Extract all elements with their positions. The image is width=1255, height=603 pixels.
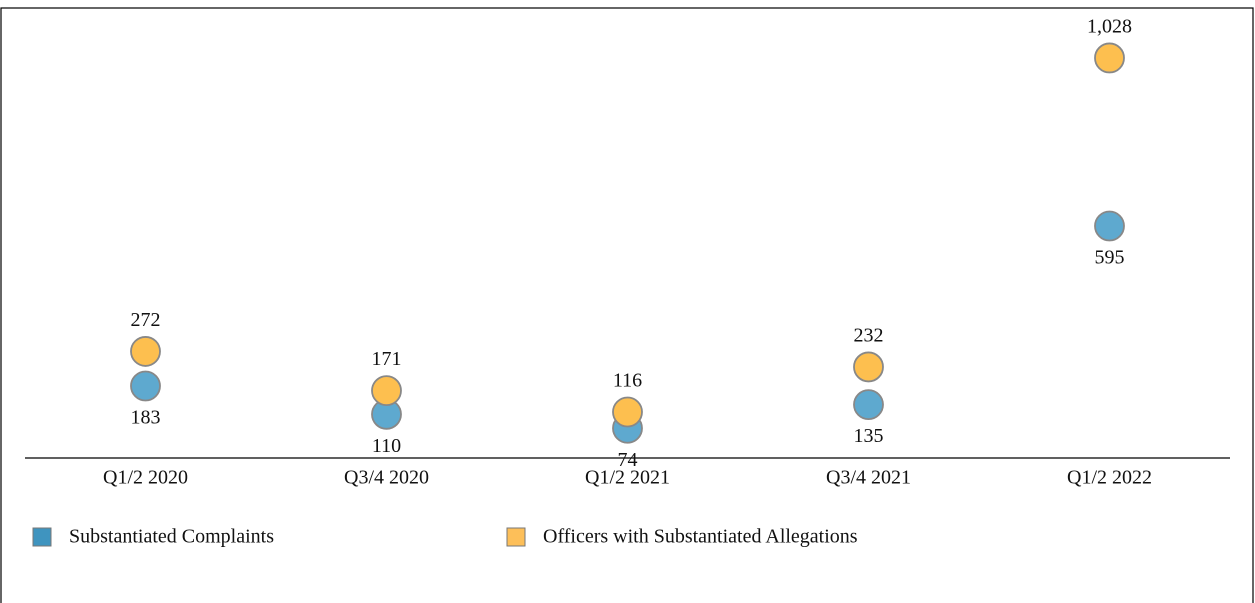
- legend-label: Substantiated Complaints: [69, 526, 274, 548]
- dot: [1094, 210, 1125, 242]
- dot: [130, 336, 161, 367]
- legend-swatch: [506, 527, 526, 547]
- dot: [612, 396, 643, 428]
- value-label: 110: [372, 435, 401, 457]
- x-tick-label: Q1/2 2022: [1067, 467, 1152, 489]
- dot: [853, 389, 884, 420]
- value-label: 74: [618, 449, 638, 471]
- dot: [853, 351, 884, 383]
- value-label: 272: [131, 309, 161, 331]
- dot: [371, 375, 402, 407]
- dot: [1094, 42, 1125, 74]
- x-tick-label: Q1/2 2021: [585, 467, 670, 489]
- legend-label: Officers with Substantiated Allegations: [543, 526, 858, 548]
- value-label: 183: [131, 407, 161, 429]
- value-label: 232: [854, 325, 884, 347]
- value-label: 116: [613, 370, 642, 392]
- legend-swatch: [32, 527, 52, 547]
- value-label: 135: [854, 425, 884, 447]
- x-tick-label: Q1/2 2020: [103, 467, 188, 489]
- dot: [130, 370, 161, 402]
- value-label: 1,028: [1087, 16, 1132, 38]
- x-tick-label: Q3/4 2020: [344, 467, 429, 489]
- x-tick-label: Q3/4 2021: [826, 467, 911, 489]
- value-label: 171: [372, 348, 402, 370]
- frame: [0, 7, 1254, 603]
- value-label: 595: [1095, 247, 1125, 269]
